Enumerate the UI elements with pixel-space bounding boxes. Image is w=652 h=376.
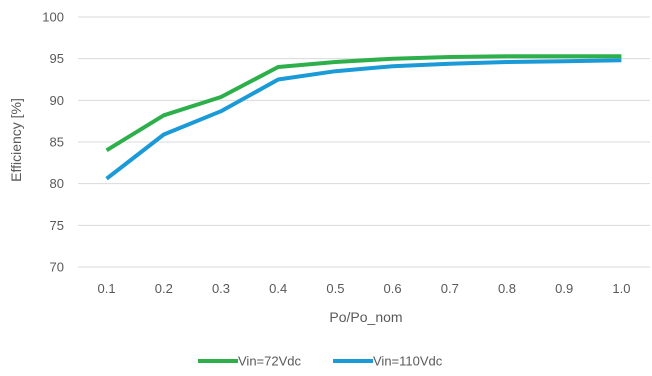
y-tick-label: 100 [42,10,64,25]
series-lines [105,54,622,181]
legend-label: Vin=72Vdc [238,354,302,369]
x-tick-label: 0.2 [155,281,173,296]
x-tick-label: 0.1 [98,281,116,296]
series-line-vin-110vdc [105,58,622,181]
y-tick-label: 90 [50,93,64,108]
y-tick-label: 70 [50,260,64,275]
y-axis-title: Efficiency [%] [8,98,24,182]
y-axis-ticks: 70 75 80 85 90 95 100 [42,10,64,275]
series-line-vin-72vdc [105,54,622,153]
y-tick-label: 95 [50,51,64,66]
x-tick-label: 1.0 [612,281,630,296]
x-axis-title: Po/Po_nom [329,309,402,325]
x-tick-label: 0.3 [212,281,230,296]
x-tick-label: 0.4 [269,281,287,296]
x-tick-label: 0.6 [384,281,402,296]
x-tick-label: 0.8 [498,281,516,296]
x-tick-label: 0.5 [326,281,344,296]
legend-label: Vin=110Vdc [373,354,443,369]
x-tick-label: 0.9 [555,281,573,296]
legend: Vin=72Vdc Vin=110Vdc [198,354,443,369]
y-tick-label: 80 [50,176,64,191]
y-tick-label: 75 [50,218,64,233]
x-axis-ticks: 0.1 0.2 0.3 0.4 0.5 0.6 0.7 0.8 0.9 1.0 [98,281,631,296]
x-tick-label: 0.7 [441,281,459,296]
y-tick-label: 85 [50,135,64,150]
